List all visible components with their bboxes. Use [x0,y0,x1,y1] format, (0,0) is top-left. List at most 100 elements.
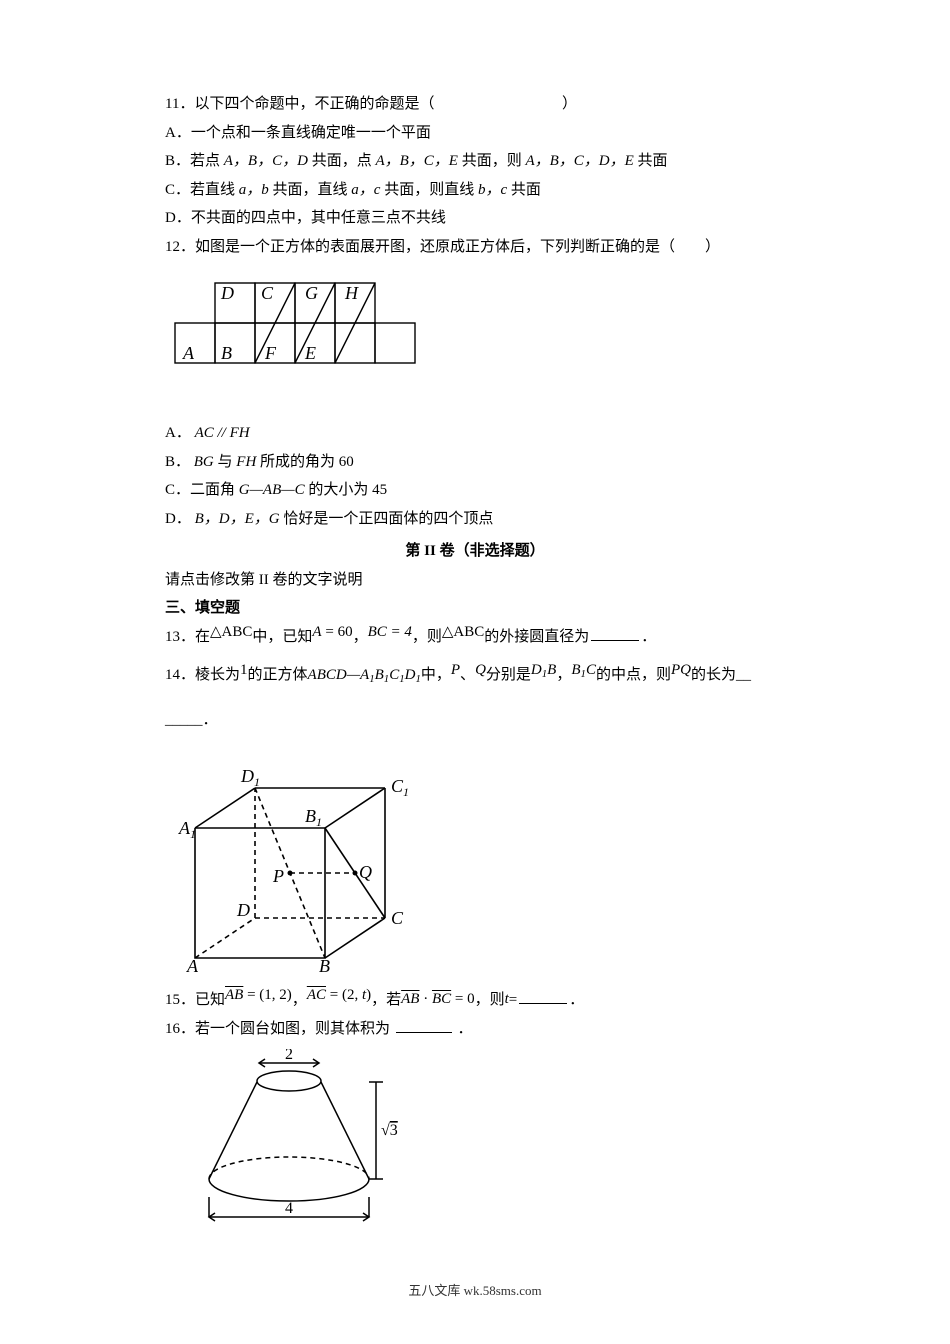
page-footer: 五八文库 wk.58sms.com [165,1279,785,1304]
q11-opt-c: C．若直线 a，b 共面，直线 a，c 共面，则直线 b，c 共面 [165,176,785,205]
q12-d-pre: D． [165,511,191,527]
q11-c-p2: a，c [351,182,380,198]
q12-b-m1: 与 [218,454,233,470]
q11-b-end: 共面 [638,153,668,169]
q15-s3: ，则 [475,986,505,1015]
q14-seg2: B1C [571,656,596,685]
q11-c-end: 共面 [511,182,541,198]
net-label-C: C [261,283,274,303]
q12-c-expr: G—AB—C [239,482,305,498]
q12-d-letters: B，D，E，G [195,511,280,527]
cube-label-P: P [272,866,284,886]
q14-cube: ABCD—A1B1C1D1 [308,661,421,690]
q16-blank [396,1018,452,1033]
q12-a-pre: A． [165,425,191,441]
q13-period: ． [641,623,656,652]
q11-b-m2: 共面，则 [462,153,522,169]
q11-b-pre: B．若点 [165,153,220,169]
q13-eq1: = [325,624,337,640]
net-label-D: D [220,283,234,303]
q12-b-deg: 60 [339,454,354,470]
q15-eq-bc: BC [432,991,451,1007]
q13-A: A [312,624,321,640]
q11-stem-text: 11．以下四个命题中，不正确的命题是（ [165,96,434,112]
frustum-h: √3 [381,1122,398,1139]
q12-b-pre: B． [165,454,190,470]
q15-t: t [505,985,509,1014]
net-label-G: G [305,283,318,303]
q12-c-mid: 的大小为 [308,482,368,498]
q11-stem: 11．以下四个命题中，不正确的命题是（ ） [165,90,785,119]
cube-label-D: D [236,900,250,920]
q14-P: P [451,656,460,685]
q14-cube-figure: A1 D1 C1 B1 A B C D P Q [165,738,425,976]
q11-opt-b: B．若点 A，B，C，D 共面，点 A，B，C，E 共面，则 A，B，C，D，E… [165,147,785,176]
q12-c-pre: C．二面角 [165,482,235,498]
q12-opt-c: C．二面角 G—AB—C 的大小为 45 [165,476,785,505]
q16: 16．若一个圆台如图，则其体积为 ． [165,1015,785,1044]
q13-tail: 的外接圆直径为 [484,623,589,652]
q14-Q: Q [475,656,486,685]
q12-a-expr: AC // FH [195,425,250,441]
q13-m2: ，则 [412,623,442,652]
q13-tri2: △ABC [442,618,484,647]
q13-60: 60 [338,624,353,640]
q15-s1: ， [292,986,307,1015]
q14-m2: 中， [421,661,451,690]
q11-opt-a: A．一个点和一条直线确定唯一一个平面 [165,119,785,148]
q13-m1: 中，已知 [252,623,312,652]
net-label-B: B [221,343,232,363]
q14: 14．棱长为 1 的正方体 ABCD—A1B1C1D1 中， P 、 Q 分别是… [165,661,785,690]
cube-label-D1: D1 [240,766,260,789]
q14-m4: 的中点，则 [596,661,671,690]
q11-b-l3: A，B，C，D，E [525,153,633,169]
q16-frustum-figure: 2 √3 4 [179,1049,399,1229]
q14-tail: 的长为__ [691,661,751,690]
q14-one: 1 [240,656,248,685]
net-label-H: H [344,283,359,303]
q13-pre: 13．在 [165,623,210,652]
q15-period: ． [569,986,584,1015]
q12-b-v2: FH [236,454,256,470]
q11-paren-close: ） [562,96,577,112]
q15-s2: ，若 [371,986,401,1015]
q11-c-m2: 共面，则直线 [384,182,474,198]
q15: 15．已知 AB = (1, 2) ， AC = (2, t) ，若 AB · … [165,986,785,1015]
q11-opt-d: D．不共面的四点中，其中任意三点不共线 [165,204,785,233]
q12-net-figure: D C G H A B F E [165,273,430,401]
q14-dot: 、 [460,661,475,690]
q11-c-m1: 共面，直线 [273,182,348,198]
cube-label-A: A [186,956,199,976]
q14-m1: 的正方体 [248,661,308,690]
net-label-A: A [182,343,195,363]
q15-v1: AB [225,987,243,1003]
q14-PQ: PQ [671,656,691,685]
q15-blank [519,990,567,1005]
net-label-F: F [264,343,277,363]
cube-label-B: B [319,956,330,976]
q12-c-deg: 45 [372,482,387,498]
q11-c-pre: C．若直线 [165,182,235,198]
q15-eq-z: = 0 [455,991,475,1007]
q15-eq-dot: · [423,991,432,1007]
cube-label-B1: B1 [305,806,322,829]
q16-period: ． [458,1021,473,1037]
q11-b-m1: 共面，点 [312,153,372,169]
q12-b-m2: 所成的角为 [260,454,335,470]
q15-v2-rhs: = (2, t) [330,987,371,1003]
q11-b-l2: A，B，C，E [375,153,458,169]
frustum-bot-d: 4 [285,1200,293,1217]
cube-label-A1: A1 [178,818,196,841]
cube-label-Q: Q [359,862,372,882]
cube-label-C1: C1 [391,776,409,799]
q14-seg1: D1B [531,656,556,685]
q12-opt-d: D． B，D，E，G 恰好是一个正四面体的四个顶点 [165,505,785,534]
q11-c-p3: b，c [478,182,507,198]
q15-teq: = [509,986,517,1015]
q14-tail2: _____． [165,706,785,735]
q13: 13．在 △ABC 中，已知 A = 60 ， BC = 4 ，则 △ABC 的… [165,623,785,652]
section2-note: 请点击修改第 II 卷的文字说明 [165,566,785,595]
q15-v2: AC [307,987,326,1003]
q15-v1-rhs: = (1, 2) [247,987,292,1003]
q12-opt-a: A． AC // FH [165,419,785,448]
